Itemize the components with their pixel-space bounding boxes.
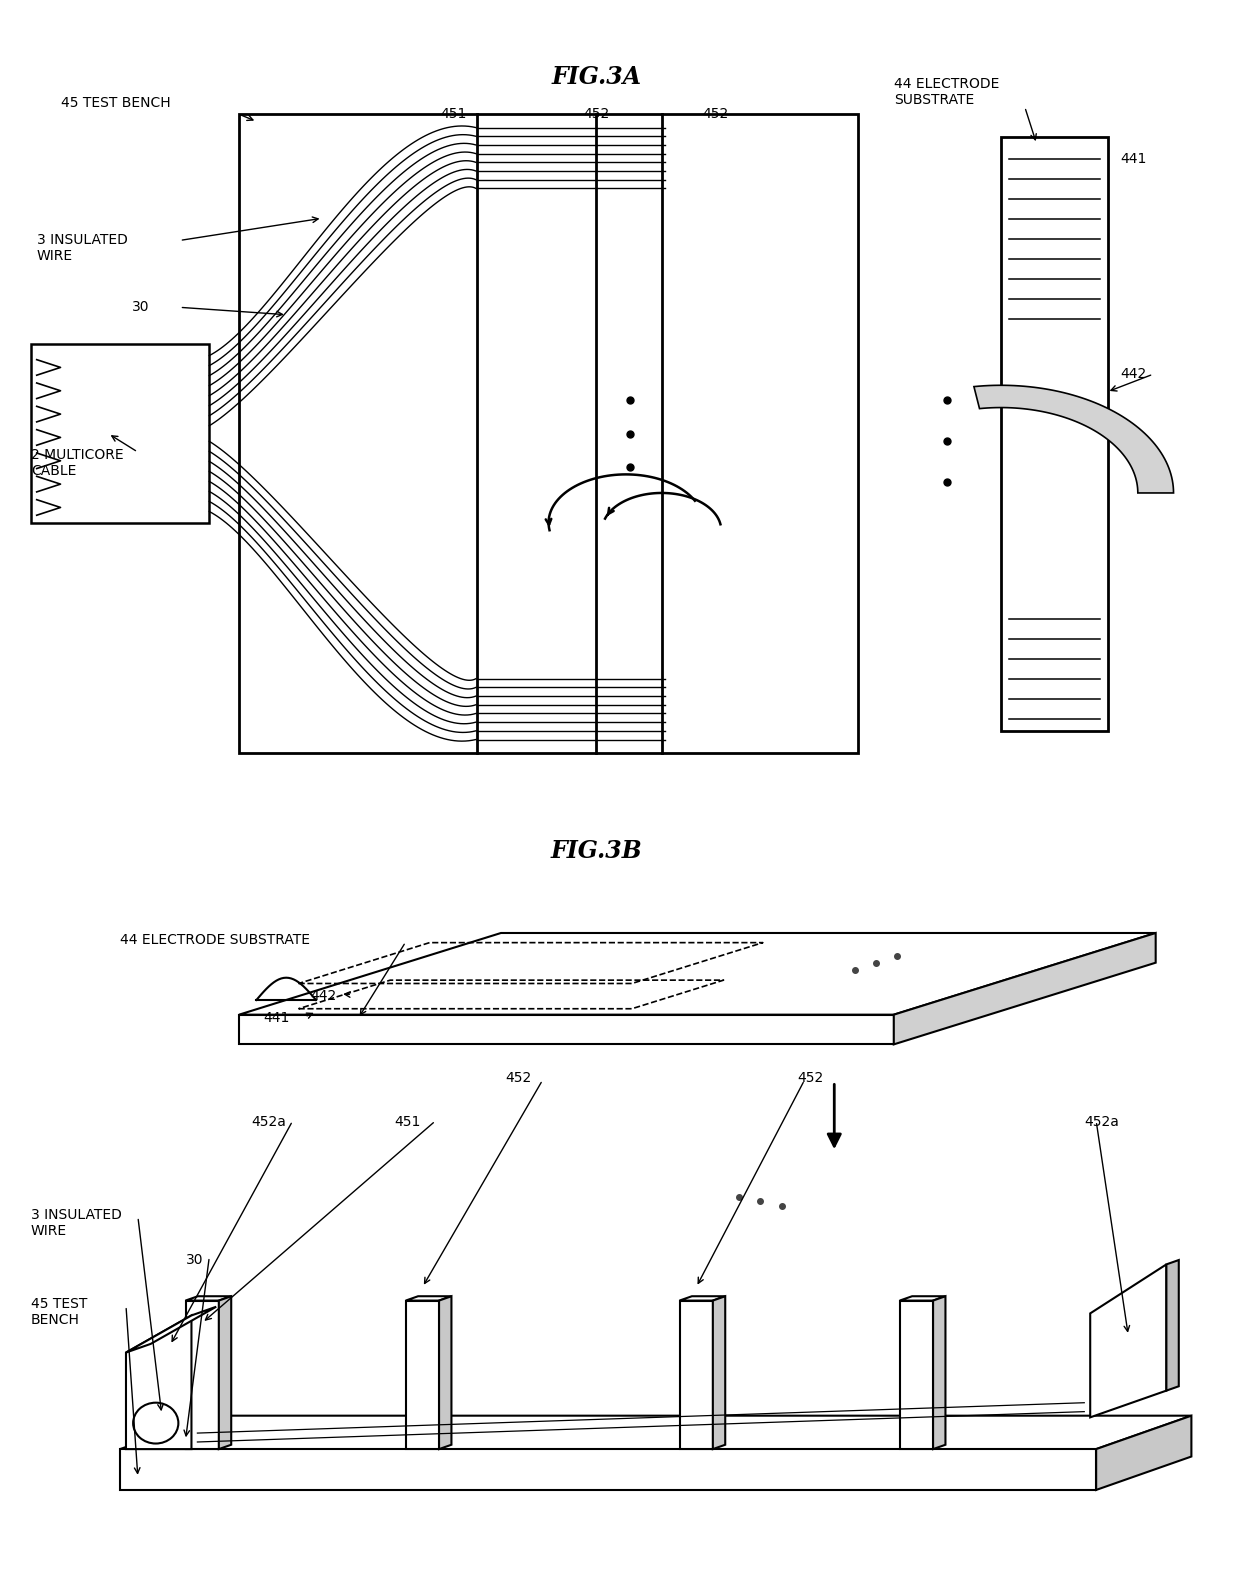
Polygon shape <box>218 1296 231 1449</box>
Polygon shape <box>973 386 1173 493</box>
Polygon shape <box>900 1300 932 1449</box>
Text: 451: 451 <box>394 1115 420 1130</box>
Polygon shape <box>126 1307 216 1352</box>
Text: 452: 452 <box>583 107 609 122</box>
Text: 3 INSULATED
WIRE: 3 INSULATED WIRE <box>37 232 128 262</box>
Text: 442: 442 <box>310 989 337 1003</box>
Text: 451: 451 <box>440 107 466 122</box>
Polygon shape <box>186 1296 231 1300</box>
Text: 441: 441 <box>263 1011 289 1025</box>
Polygon shape <box>900 1296 945 1300</box>
Polygon shape <box>680 1300 713 1449</box>
Polygon shape <box>894 932 1156 1044</box>
Text: 452a: 452a <box>1084 1115 1120 1130</box>
Polygon shape <box>932 1296 945 1449</box>
Polygon shape <box>1096 1416 1192 1490</box>
Polygon shape <box>186 1300 218 1449</box>
Text: 442: 442 <box>1120 367 1146 381</box>
Polygon shape <box>1167 1259 1179 1390</box>
Polygon shape <box>120 1449 1096 1490</box>
Text: 441: 441 <box>1120 152 1146 166</box>
Text: 45 TEST BENCH: 45 TEST BENCH <box>61 96 170 111</box>
Bar <box>239 114 858 754</box>
Polygon shape <box>439 1296 451 1449</box>
Bar <box>1001 136 1109 730</box>
Text: 452a: 452a <box>250 1115 286 1130</box>
Text: 30: 30 <box>131 300 150 314</box>
Text: 2 MULTICORE
CABLE: 2 MULTICORE CABLE <box>31 449 123 479</box>
Text: FIG.3A: FIG.3A <box>551 65 641 88</box>
Text: 452: 452 <box>702 107 728 122</box>
Polygon shape <box>713 1296 725 1449</box>
Polygon shape <box>239 1014 894 1044</box>
Ellipse shape <box>133 1403 179 1444</box>
Text: 452: 452 <box>506 1071 532 1085</box>
Polygon shape <box>126 1316 191 1449</box>
Polygon shape <box>120 1416 1192 1449</box>
Polygon shape <box>1090 1264 1167 1417</box>
Text: 3 INSULATED
WIRE: 3 INSULATED WIRE <box>31 1207 122 1237</box>
Polygon shape <box>680 1296 725 1300</box>
Polygon shape <box>405 1296 451 1300</box>
Polygon shape <box>239 932 1156 1014</box>
Bar <box>31 344 210 523</box>
Text: 452: 452 <box>797 1071 823 1085</box>
Text: 44 ELECTRODE
SUBSTRATE: 44 ELECTRODE SUBSTRATE <box>894 77 999 107</box>
Polygon shape <box>405 1300 439 1449</box>
Text: 44 ELECTRODE SUBSTRATE: 44 ELECTRODE SUBSTRATE <box>120 934 310 948</box>
Text: FIG.3B: FIG.3B <box>551 839 642 863</box>
Text: 45 TEST
BENCH: 45 TEST BENCH <box>31 1297 87 1327</box>
Text: 30: 30 <box>186 1253 203 1267</box>
